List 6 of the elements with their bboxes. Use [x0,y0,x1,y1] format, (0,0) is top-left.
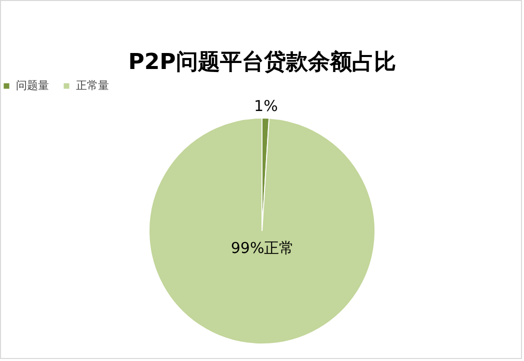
chart-title: P2P问题平台贷款余额占比 [128,49,396,75]
pie-slice [148,118,376,344]
data-label: 1% [254,97,278,116]
data-label: 99%正常 [230,238,294,257]
legend-label: 正常量 [76,78,109,92]
legend-label: 问题量 [16,78,49,92]
